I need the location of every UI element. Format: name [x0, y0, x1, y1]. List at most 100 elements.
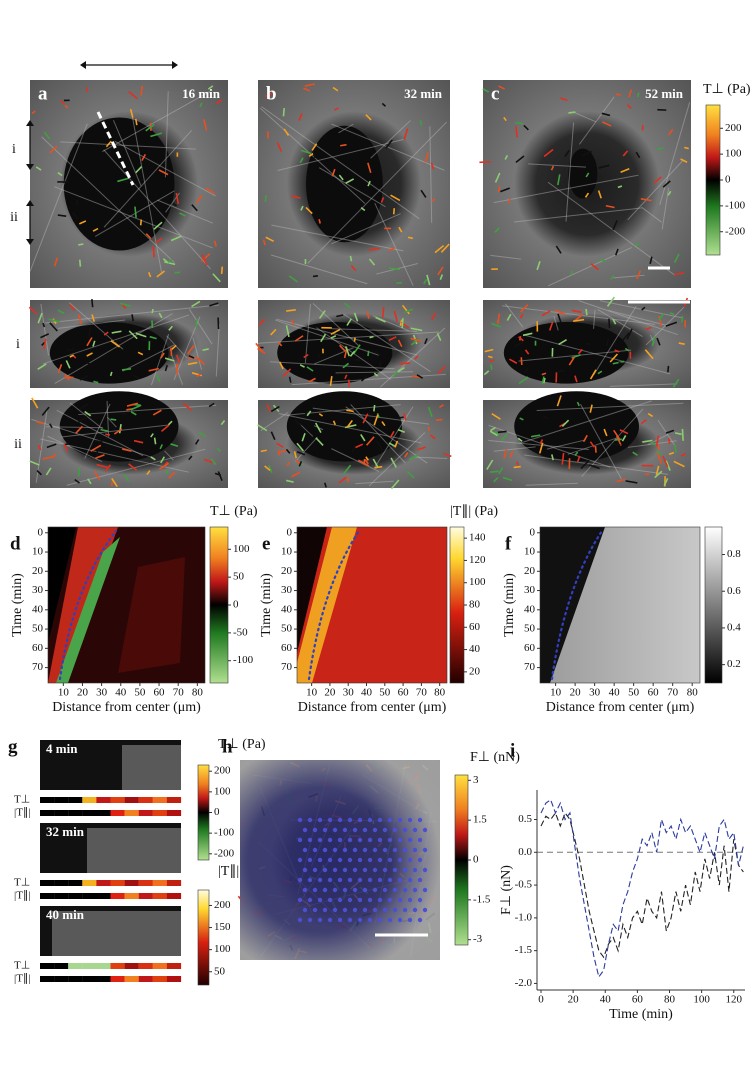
x-axis-label: Distance from center (μm) [52, 700, 201, 715]
profile-bar [152, 976, 167, 982]
colorbar-tick-label: -1.5 [473, 893, 491, 905]
vector-arrow [42, 455, 54, 460]
profile-bar [96, 880, 111, 886]
vector-arrow [424, 152, 429, 163]
vector-arrow [426, 274, 431, 286]
vector-arrow [647, 412, 654, 418]
y-tick-label: 50 [281, 623, 293, 635]
vector-arrow [45, 467, 52, 476]
grid-dot [397, 877, 403, 883]
x-tick-label: 40 [361, 687, 373, 699]
vector-arrow [100, 428, 109, 432]
cell-edge [68, 302, 124, 350]
vector-arrow [597, 370, 603, 375]
y-tick-label: 60 [281, 642, 293, 654]
vector-arrow [571, 309, 582, 314]
vector-arrow [564, 150, 570, 158]
grid-dot [417, 817, 423, 823]
cell-edge [260, 412, 289, 431]
vector-arrow [344, 302, 351, 309]
vector-arrow [199, 102, 203, 108]
vector-arrow [555, 245, 562, 254]
vector-arrow [282, 368, 292, 378]
vector-arrow [509, 358, 518, 364]
vector-arrow [504, 154, 509, 160]
y-tick-label: -1.5 [515, 944, 533, 956]
profile-bar [138, 893, 153, 899]
vector-arrow [601, 112, 611, 117]
grid-dot [387, 877, 393, 883]
vector-arrow [500, 432, 509, 442]
vector-arrow [388, 247, 395, 252]
x-tick-label: 10 [550, 687, 562, 699]
vector-arrow [64, 373, 70, 381]
vector-arrow [626, 328, 633, 340]
grid-dot [367, 857, 373, 863]
vector-arrow [489, 430, 498, 437]
grid-dot [317, 917, 323, 923]
cell-edge [370, 120, 411, 159]
y-tick-label: 20 [281, 565, 293, 577]
vector-arrow [31, 397, 39, 409]
vector-arrow [131, 314, 135, 322]
vector-arrow [94, 439, 103, 443]
vector-arrow [367, 350, 370, 357]
profile-bar [124, 797, 139, 803]
vector-arrow [35, 166, 42, 171]
vector-arrow [650, 442, 656, 446]
vector-arrow [518, 336, 524, 342]
colorbar-tick-label: 150 [214, 921, 231, 933]
cell-edge [608, 309, 669, 327]
vector-arrow [123, 474, 130, 482]
cell-edge [609, 383, 678, 387]
profile-bar [96, 963, 111, 969]
y-axis-label: F⊥ (nN) [499, 865, 514, 915]
vector-arrow [573, 318, 585, 322]
grid-dot [322, 867, 328, 873]
vector-arrow [367, 180, 371, 187]
vector-arrow [406, 470, 415, 479]
vector-arrow [357, 459, 370, 467]
profile-bar [68, 893, 83, 899]
grid-dot [322, 827, 328, 833]
x-tick-label: 20 [324, 687, 336, 699]
grid-dot [307, 837, 313, 843]
vector-arrow [344, 374, 348, 380]
vector-arrow [208, 402, 215, 408]
vector-arrow [65, 360, 71, 369]
grid-dot [297, 897, 303, 903]
heatmap [48, 527, 205, 683]
vector-arrow [104, 464, 112, 472]
vector-arrow [298, 113, 303, 121]
vector-arrow [270, 431, 276, 440]
profile-bar [166, 963, 182, 969]
vector-arrow [153, 437, 157, 445]
vector-arrow [678, 342, 685, 346]
vector-arrow [497, 186, 501, 193]
vector-arrow [589, 369, 597, 380]
vector-arrow [320, 333, 327, 343]
grid-dot [387, 897, 393, 903]
vector-arrow [37, 312, 43, 324]
vector-arrow [518, 376, 529, 385]
vector-arrow [69, 304, 76, 311]
cell-edge [374, 406, 414, 467]
vector-arrow [401, 318, 404, 329]
profile-bar [96, 797, 111, 803]
vector-arrow [407, 236, 414, 240]
vector-arrow [373, 414, 379, 426]
profile-bar [152, 810, 167, 816]
cell-edge [645, 306, 685, 346]
x-tick-label: 20 [570, 687, 582, 699]
colorbar-tick-label: 50 [233, 571, 245, 583]
grid-dot [367, 837, 373, 843]
profile-bar [68, 963, 83, 969]
vector-arrow [170, 235, 182, 242]
wound [277, 322, 393, 384]
vector-arrow [160, 456, 166, 464]
vector-arrow [557, 313, 562, 323]
colorbar-tick-label: -3 [473, 933, 483, 945]
vector-arrow [394, 440, 399, 448]
kymograph-bright [87, 828, 181, 873]
vector-arrow [663, 478, 669, 487]
